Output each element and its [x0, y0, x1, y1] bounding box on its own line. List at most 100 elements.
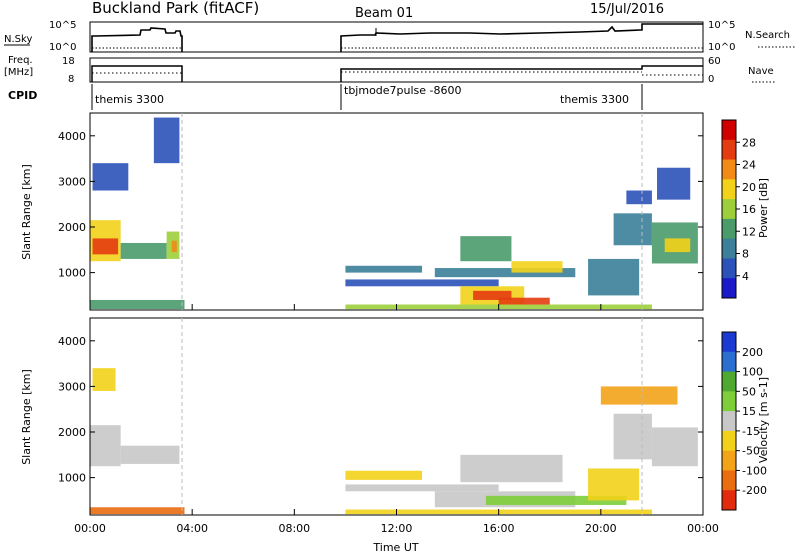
noise-panel: N.Sky 10^5 10^0 10^5 10^0 N.Search: [4, 20, 796, 53]
velocity-colorbar-segment: [722, 371, 736, 392]
freq-left-tick-low: 8: [68, 74, 74, 85]
velocity-cell: [90, 507, 185, 515]
power-colorbar-tick-label: 16: [742, 203, 756, 216]
velocity-y-ticks: 1000 2000 3000 4000: [58, 335, 703, 485]
plot-title: Buckland Park (fitACF): [92, 0, 259, 17]
cpid-row: CPID themis 3300 tbjmode7pulse -8600 the…: [8, 84, 643, 110]
power-colorbar-tick-label: 8: [742, 248, 749, 261]
velocity-data-cells: [90, 368, 698, 515]
time-axis-label: Time UT: [372, 541, 418, 554]
velocity-cell: [92, 368, 116, 391]
power-cell: [588, 258, 640, 296]
freq-left-tick-high: 18: [62, 56, 75, 67]
power-colorbar-tick-label: 28: [742, 136, 756, 149]
power-cell: [613, 213, 652, 246]
time-tick-label: 00:00: [74, 522, 106, 535]
velocity-colorbar-tick-label: 200: [742, 346, 763, 359]
velocity-cell: [120, 445, 180, 464]
velocity-colorbar-tick-label: -50: [742, 445, 760, 458]
power-colorbar-segment: [722, 179, 736, 200]
power-cell: [120, 242, 167, 259]
velocity-y-tick-label: 3000: [58, 380, 86, 393]
velocity-y-tick-label: 2000: [58, 426, 86, 439]
power-cell: [92, 238, 119, 255]
velocity-y-tick-label: 4000: [58, 335, 86, 348]
freq-series-2: [340, 65, 703, 82]
velocity-colorbar-tick-label: 100: [742, 366, 763, 379]
power-data-cells: [90, 117, 698, 310]
velocity-colorbar-label: Velocity [m s-1]: [757, 377, 770, 463]
freq-right-tick-high: 60: [708, 56, 721, 67]
power-cell: [90, 299, 185, 310]
velocity-panel: 1000 2000 3000 4000 00:00 04:00 08:00 12:00 16:…: [20, 304, 719, 554]
power-y-axis-label: Slant Range [km]: [20, 164, 33, 260]
velocity-cell: [485, 495, 627, 505]
velocity-y-tick-label: 1000: [58, 472, 86, 485]
velocity-cell: [345, 484, 499, 492]
time-tick-label: 00:00: [687, 522, 719, 535]
date-label: 15/Jul/2016: [590, 2, 664, 17]
noise-right-tick-low: 10^0: [708, 42, 735, 53]
velocity-colorbar: 200 100 50 15 -15 -50 -100 -200 Velocity [m s-1…: [721, 331, 770, 511]
frequency-panel: Freq. [MHz] 18 8 60 0 Nave: [4, 55, 775, 85]
noise-left-tick-low: 10^0: [49, 42, 76, 53]
power-colorbar-segment: [722, 258, 736, 279]
cpid-segment-3: themis 3300: [560, 93, 629, 106]
power-cell: [92, 163, 129, 191]
freq-left-unit: [MHz]: [4, 67, 33, 78]
power-cell: [498, 297, 550, 305]
power-cell: [171, 240, 177, 253]
power-colorbar-segment: [722, 278, 736, 299]
velocity-y-axis-label: Slant Range [km]: [20, 369, 33, 465]
velocity-colorbar-tick-label: 50: [742, 385, 756, 398]
power-colorbar-segment: [722, 139, 736, 161]
cpid-segment-2: tbjmode7pulse -8600: [344, 84, 462, 97]
velocity-cell: [613, 413, 652, 460]
power-colorbar-segment: [722, 218, 736, 240]
noise-left-tick-high: 10^5: [49, 20, 76, 31]
noise-sky-series-2: [340, 23, 703, 52]
power-cell: [511, 261, 563, 273]
time-tick-label: 12:00: [381, 522, 413, 535]
power-cell: [345, 265, 423, 273]
power-y-ticks: 1000 2000 3000 4000: [58, 130, 703, 280]
power-cell: [473, 290, 512, 300]
noise-right-tick-high: 10^5: [708, 20, 735, 31]
noise-left-label: N.Sky: [4, 34, 32, 45]
velocity-x-ticks: 00:00 04:00 08:00 12:00 16:00 20:00 00:00: [74, 304, 719, 535]
velocity-colorbar-tick-label: -200: [742, 484, 767, 497]
noise-sky-series: [91, 27, 183, 52]
cpid-segment-1: themis 3300: [95, 93, 164, 106]
velocity-cell: [651, 427, 698, 467]
power-y-tick-label: 4000: [58, 130, 86, 143]
freq-left-label: Freq.: [8, 55, 33, 66]
velocity-colorbar-segment: [722, 332, 736, 353]
time-tick-label: 08:00: [278, 522, 310, 535]
velocity-colorbar-segment: [722, 470, 736, 491]
power-y-tick-label: 3000: [58, 175, 86, 188]
velocity-cell: [345, 470, 423, 480]
velocity-cell: [460, 454, 563, 483]
power-colorbar-tick-label: 20: [742, 181, 756, 194]
power-colorbar: 4 8 12 16 20 24 28 Power [dB]: [721, 119, 770, 299]
velocity-colorbar-tick-label: -100: [742, 464, 767, 477]
noise-right-label: N.Search: [745, 30, 790, 41]
power-cell: [434, 268, 576, 278]
power-panel: 1000 2000 3000 4000 Slant Range [km]: [20, 112, 704, 311]
freq-right-label: Nave: [748, 66, 774, 77]
power-cell: [664, 238, 691, 253]
power-colorbar-tick-label: 4: [742, 270, 749, 283]
freq-series: [91, 65, 183, 82]
velocity-colorbar-segment: [722, 411, 736, 432]
velocity-cell: [588, 468, 640, 501]
velocity-colorbar-tick-label: -15: [742, 425, 760, 438]
time-tick-label: 16:00: [483, 522, 515, 535]
power-cell: [153, 117, 180, 164]
power-y-tick-label: 1000: [58, 267, 86, 280]
velocity-colorbar-segment: [722, 430, 736, 452]
velocity-cell: [600, 386, 678, 405]
power-cell: [345, 279, 499, 287]
velocity-colorbar-segment: [722, 490, 736, 511]
power-cell: [657, 167, 691, 200]
